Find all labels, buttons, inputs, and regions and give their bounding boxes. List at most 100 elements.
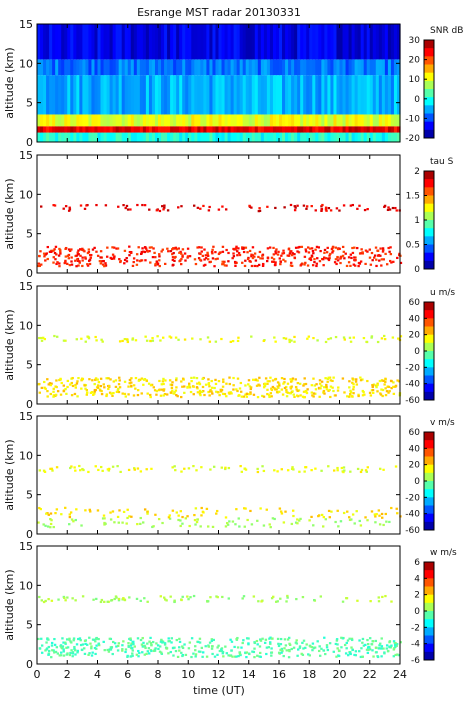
heat-cell [272,595,275,598]
heat-cell [180,598,183,602]
heat-cell [339,126,344,133]
heat-cell [360,24,365,60]
heat-cell [239,132,244,142]
heat-cell [55,385,58,389]
heat-cell [128,254,131,257]
heat-cell [328,516,331,519]
heat-cell [81,259,84,262]
heat-cell [376,340,380,344]
heat-cell [381,595,384,599]
heat-cell [97,468,100,472]
heat-cell [236,389,239,393]
heat-cell [350,637,354,640]
heat-cell [180,257,183,261]
y-tick-label: 15 [19,280,33,293]
heat-cell [293,209,297,212]
heat-cell [40,263,43,266]
heat-cell [88,24,93,60]
heat-cell [79,248,82,251]
heat-cell [94,114,99,127]
heat-cell [233,114,238,127]
heat-cell [375,132,380,142]
heat-cell [154,264,157,267]
heat-cell [79,75,83,115]
heat-cell [258,376,261,379]
colorbar-label: tau S [430,157,454,167]
heat-cell [289,380,293,383]
heat-cell [360,132,365,142]
heat-cell [333,132,338,142]
heat-cell [64,261,67,264]
heat-cell [224,466,227,469]
heat-cell [83,639,87,642]
colorbar-swatch [424,448,434,457]
heat-cell [52,394,56,397]
heat-cell [185,24,189,60]
heat-cell [60,651,63,654]
heat-cell [79,24,83,60]
heat-cell [76,114,80,127]
heat-cell [276,381,280,384]
heat-cell [351,377,354,380]
heat-cell [360,248,363,251]
heat-cell [303,132,307,142]
heat-cell [376,382,379,385]
heat-cell [249,386,253,389]
heat-cell [366,646,370,649]
heat-cell [232,376,235,380]
heat-cell [371,259,374,262]
heat-cell [255,639,259,643]
heat-cell [52,249,55,252]
heat-cell [312,252,315,255]
heat-cell [126,340,130,344]
colorbar-tick-label: 2 [414,591,420,601]
heat-cell [139,638,143,642]
heat-cell [383,651,386,654]
heat-cell [170,386,174,390]
heat-cell [215,512,218,515]
heat-cell [183,385,186,388]
heat-cell [73,647,76,651]
heat-cell [121,521,124,524]
heat-cell [220,466,224,469]
heat-cell [194,114,198,127]
heat-cell [272,75,277,115]
heat-cell [364,643,367,647]
heat-cell [68,513,71,516]
heat-cell [203,114,207,127]
heat-cell [233,75,238,115]
heat-cell [49,526,52,529]
heat-cell [269,376,272,379]
heat-cell [186,256,189,259]
heat-cell [121,339,124,343]
heat-cell [192,385,195,388]
heat-cell [70,114,74,127]
heat-cell [349,392,352,396]
heat-cell [345,647,348,650]
heat-cell [58,248,62,252]
heat-cell [151,336,154,340]
heat-cell [311,649,314,652]
heat-cell [229,638,232,641]
heat-cell [238,253,242,257]
heat-cell [366,208,369,211]
heat-cell [85,204,88,207]
heat-cell [76,126,80,133]
heat-cell [228,382,232,386]
heat-cell [124,206,127,210]
heat-cell [136,522,139,526]
heat-cell [138,651,141,655]
heat-cell [124,132,129,142]
heat-cell [82,114,86,127]
heat-cell [252,595,256,598]
heat-cell [380,337,384,340]
heat-cell [324,340,328,344]
heat-cell [135,653,139,656]
heat-cell [146,642,149,645]
heat-cell [297,24,301,60]
heat-cell [70,24,74,60]
heat-cell [230,126,235,133]
heat-cell [197,381,201,384]
heat-cell [137,655,140,658]
heat-cell [280,468,283,471]
